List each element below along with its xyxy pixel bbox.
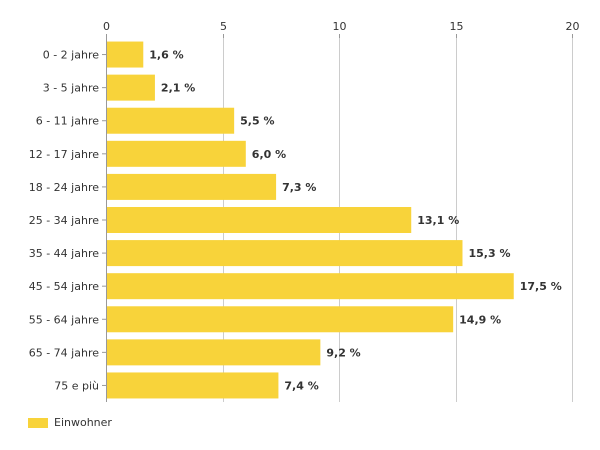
category-label: 65 - 74 jahre (29, 346, 100, 359)
bar (107, 240, 463, 267)
category-label: 55 - 64 jahre (29, 313, 100, 326)
bar (107, 173, 277, 200)
bar (107, 207, 412, 233)
data-label: 7,3 % (282, 181, 316, 194)
data-label: 7,4 % (284, 379, 318, 392)
category-label: 12 - 17 jahre (29, 148, 100, 161)
data-label: 2,1 % (161, 82, 195, 95)
bar-chart: 0 5 10 15 20 0 - 2 jahre 1,6 % 3 - 5 jahre 2,1 %… (29, 20, 580, 402)
category-label: 75 e più (54, 379, 99, 392)
bar (107, 306, 454, 333)
bar (107, 41, 144, 68)
bar (107, 273, 514, 300)
data-label: 15,3 % (468, 247, 510, 260)
legend-swatch (28, 417, 48, 428)
x-tick-label: 15 (450, 20, 464, 33)
category-label: 45 - 54 jahre (29, 280, 100, 293)
data-label: 9,2 % (326, 346, 360, 359)
category-label: 0 - 2 jahre (43, 49, 100, 62)
data-label: 5,5 % (240, 115, 274, 128)
x-tick-label: 20 (566, 20, 580, 33)
category-label: 35 - 44 jahre (29, 247, 100, 260)
category-label: 6 - 11 jahre (36, 115, 100, 128)
data-label: 6,0 % (252, 148, 286, 161)
bar (107, 140, 246, 167)
category-label: 25 - 34 jahre (29, 214, 100, 227)
bar (107, 372, 279, 399)
legend: Einwohner (28, 416, 112, 429)
data-label: 17,5 % (520, 280, 562, 293)
legend-label: Einwohner (54, 416, 112, 429)
bar (107, 339, 321, 366)
x-tick-label: 5 (220, 20, 227, 33)
data-label: 13,1 % (417, 214, 459, 227)
bar (107, 74, 155, 101)
category-label: 3 - 5 jahre (43, 82, 100, 95)
x-tick-label: 0 (103, 20, 110, 33)
category-label: 18 - 24 jahre (29, 181, 100, 194)
data-label: 14,9 % (459, 313, 501, 326)
data-label: 1,6 % (149, 49, 183, 62)
x-tick-label: 10 (333, 20, 347, 33)
bar (107, 107, 235, 134)
